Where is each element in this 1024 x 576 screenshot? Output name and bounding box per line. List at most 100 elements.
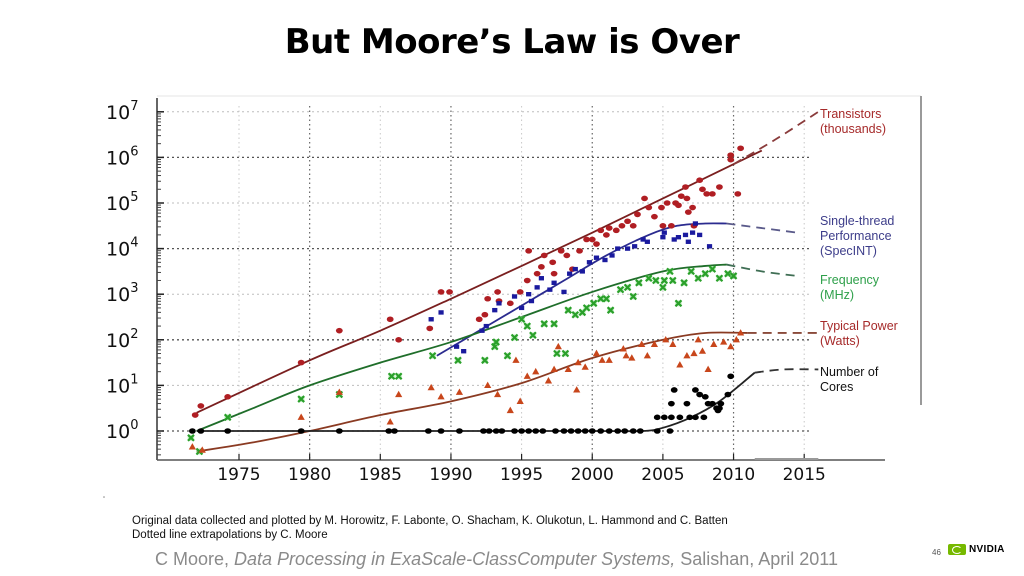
data-point: [671, 237, 677, 242]
data-point: [297, 359, 305, 366]
data-point: [386, 418, 394, 425]
data-point: [710, 340, 718, 347]
data-point: [694, 274, 703, 283]
data-point: [670, 387, 678, 393]
data-point: [523, 277, 531, 284]
data-point-x: [529, 331, 537, 340]
data-point: [197, 428, 205, 434]
data-point: [715, 274, 724, 283]
data-point: [385, 428, 393, 434]
data-point: [708, 265, 717, 273]
data-point: [703, 191, 711, 197]
data-point: [576, 248, 583, 254]
data-point: [523, 322, 532, 330]
credit-line-1: Original data collected and plotted by M…: [132, 515, 728, 527]
legend-entry: Frequency(MHz): [820, 273, 880, 302]
data-point-x: [187, 434, 195, 442]
y-tick-label: 102: [106, 327, 138, 352]
data-point: [700, 414, 708, 421]
data-point-x: [394, 372, 403, 381]
data-point: [619, 345, 627, 352]
data-point: [667, 223, 675, 229]
data-point: [188, 443, 196, 450]
data-point: [660, 235, 666, 240]
data-point: [496, 301, 502, 306]
x-tick-label: 1995: [500, 465, 543, 485]
data-point: [666, 267, 674, 276]
data-point-x: [481, 356, 489, 365]
legend: Transistors(thousands) Single-threadPerfo…: [820, 107, 898, 394]
x-tick-label: 1985: [359, 465, 402, 485]
data-point: [574, 358, 582, 366]
slide-title: But Moore’s Law is Over: [284, 22, 740, 62]
data-point: [634, 211, 641, 218]
data-point: [564, 306, 573, 314]
data-point: [525, 428, 533, 434]
data-point: [687, 267, 695, 276]
data-point: [653, 428, 661, 434]
data-point-x: [616, 285, 625, 294]
data-point: [561, 349, 570, 358]
data-point-x: [596, 294, 605, 303]
data-point-x: [503, 351, 512, 360]
data-point: [624, 246, 631, 251]
data-point: [560, 428, 568, 434]
data-point: [660, 276, 669, 285]
data-point-x: [687, 267, 695, 276]
data-point-x: [589, 299, 598, 308]
legend-label: Number of: [820, 365, 879, 379]
data-point: [661, 230, 667, 235]
citation-venue: Salishan, April 2011: [675, 549, 838, 569]
data-point: [704, 365, 712, 373]
data-point: [727, 373, 735, 380]
data-point: [689, 204, 696, 211]
legend-label: Frequency: [820, 273, 880, 287]
data-point: [588, 428, 596, 434]
data-point: [650, 340, 659, 347]
data-point: [606, 306, 615, 314]
data-point: [426, 325, 434, 332]
data-point: [685, 239, 691, 244]
data-point: [571, 310, 580, 319]
data-point: [223, 413, 232, 422]
data-point: [224, 428, 232, 434]
nvidia-logo: NVIDIA: [948, 544, 1005, 555]
data-point: [563, 252, 571, 259]
data-point: [485, 428, 493, 434]
data-point: [593, 241, 600, 247]
data-point: [506, 300, 514, 307]
citation-title: Data Processing in ExaScale-ClassCompute…: [234, 549, 676, 569]
data-point: [519, 305, 525, 311]
data-point: [683, 195, 691, 202]
data-point: [605, 428, 613, 434]
data-point: [547, 287, 553, 292]
data-point: [638, 340, 646, 347]
data-point: [525, 248, 533, 254]
data-point: [614, 428, 622, 434]
data-point: [454, 344, 460, 349]
data-point-x: [561, 349, 570, 358]
data-point: [701, 394, 709, 400]
fit-line: [196, 331, 748, 453]
data-point: [682, 184, 689, 190]
data-point: [717, 400, 725, 407]
data-point: [438, 310, 444, 315]
data-point: [708, 400, 716, 407]
data-point: [666, 428, 674, 434]
data-point-x: [666, 267, 674, 276]
y-tick-label: 104: [106, 236, 138, 261]
data-point: [675, 202, 682, 209]
data-point: [643, 351, 651, 359]
citation: C Moore, Data Processing in ExaScale-Cla…: [155, 549, 838, 570]
data-point: [727, 152, 735, 158]
data-point: [224, 394, 232, 400]
data-point: [567, 428, 575, 434]
data-point-x: [652, 276, 660, 285]
data-point: [427, 383, 435, 391]
data-point: [701, 269, 710, 278]
data-point: [641, 195, 648, 202]
data-point: [540, 320, 548, 328]
data-point: [596, 294, 605, 303]
legend-label: Typical Power: [820, 319, 898, 333]
data-point: [689, 230, 696, 235]
